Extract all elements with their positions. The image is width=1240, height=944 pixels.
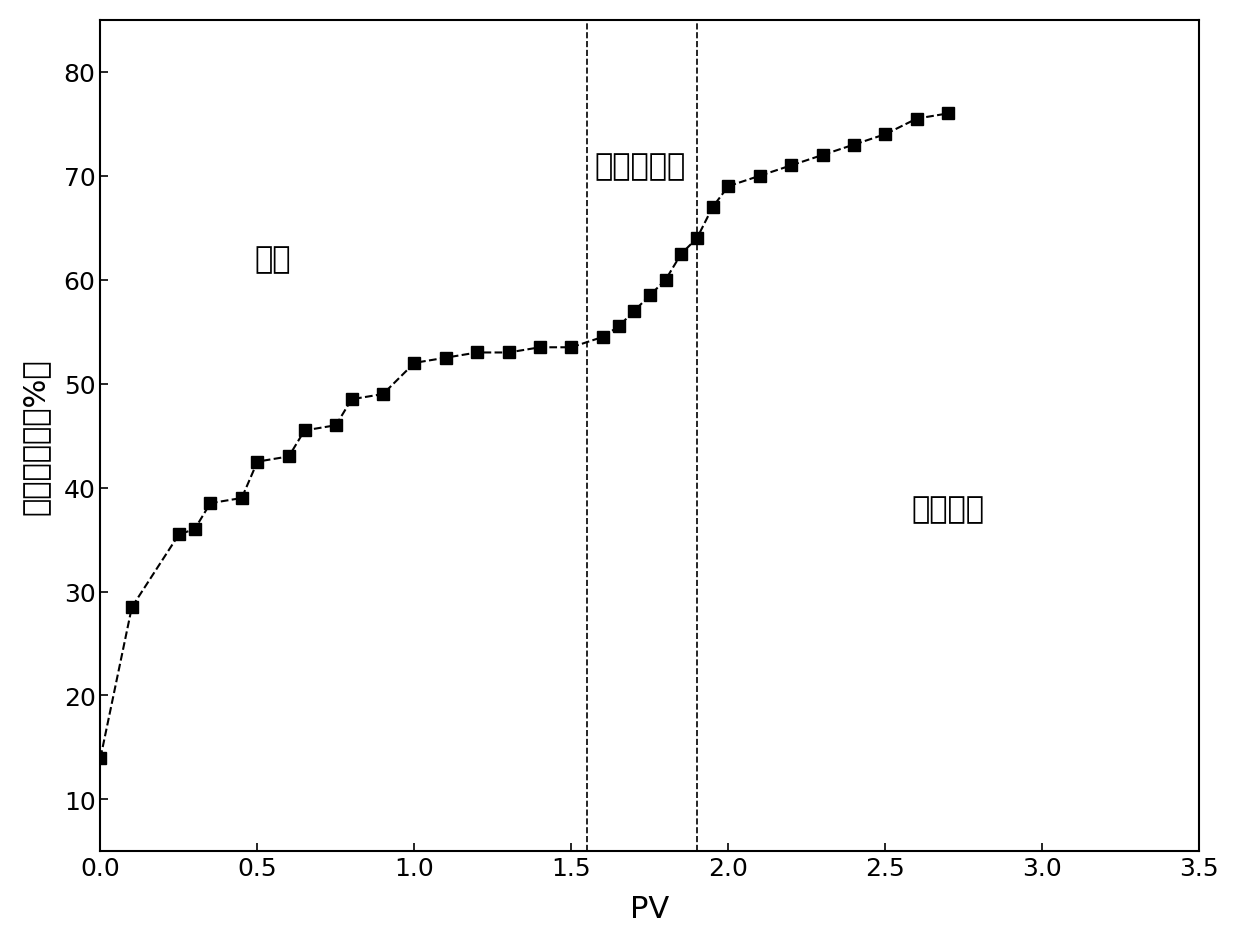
Y-axis label: 原油采收率（%）: 原油采收率（%） [21, 358, 50, 514]
X-axis label: PV: PV [630, 894, 670, 923]
Text: 复合体系驱: 复合体系驱 [595, 152, 686, 180]
Text: 后续水驱: 后续水驱 [911, 495, 985, 523]
Text: 水驱: 水驱 [255, 245, 291, 274]
